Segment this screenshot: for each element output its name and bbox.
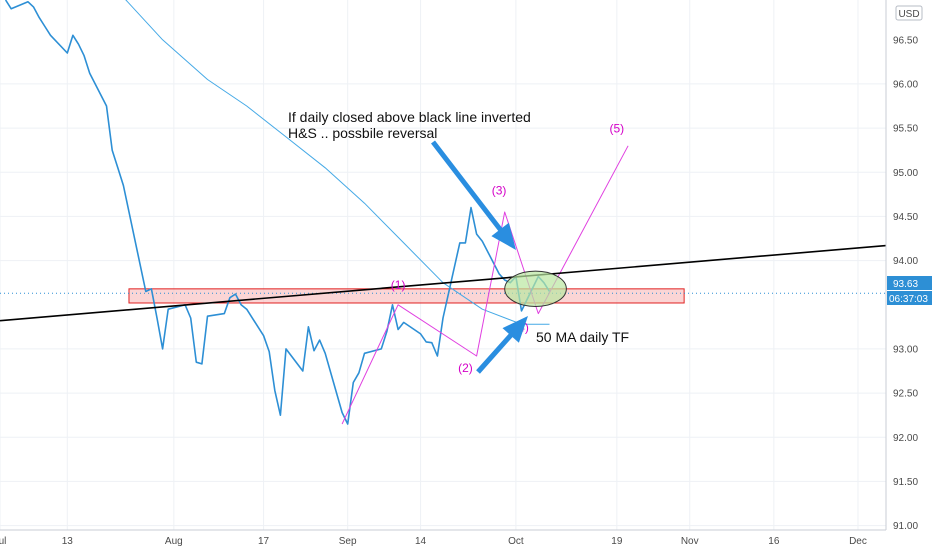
price-tag-label: 93.63	[893, 279, 918, 290]
x-tick-label: Sep	[339, 536, 357, 547]
y-tick-label: 94.50	[893, 212, 918, 223]
wave-label: (2)	[458, 361, 473, 375]
reversal-note-line1: If daily closed above black line inverte…	[288, 109, 531, 125]
x-tick-label: Dec	[849, 536, 867, 547]
ma-note: 50 MA daily TF	[536, 329, 629, 345]
x-axis-ticks: Jul 13 Aug 17 Sep 14 Oct 19 Nov 16 Dec	[0, 536, 867, 547]
support-zone-layer	[0, 288, 886, 304]
y-tick-label: 94.00	[893, 256, 918, 267]
highlight-ellipse[interactable]	[504, 270, 567, 308]
wave-label: (3)	[492, 183, 507, 197]
reversal-note-line2: H&S .. possbile reversal	[288, 125, 437, 141]
elliott-wave-line[interactable]	[341, 145, 629, 425]
ma-arrow[interactable]	[476, 316, 528, 374]
x-tick-label: Aug	[165, 536, 183, 547]
y-tick-label: 92.00	[893, 433, 918, 444]
wave-label: (1)	[391, 278, 406, 292]
y-tick-label: 91.00	[893, 521, 918, 532]
x-tick-label: 17	[258, 536, 270, 547]
y-tick-label: 93.00	[893, 344, 918, 355]
ma-50-line[interactable]	[118, 0, 550, 325]
neckline-trendline[interactable]	[0, 244, 887, 322]
x-tick-label: 19	[611, 536, 623, 547]
y-axis-ticks: 96.00 95.50 95.00 94.50 94.00 93.00 92.50 92.00…	[893, 35, 918, 532]
grid-lines	[0, 0, 886, 530]
x-tick-label: Oct	[508, 536, 524, 547]
price-tag: 93.63	[887, 276, 932, 290]
time-tag: 06:37:03	[887, 291, 932, 305]
annotation-layer: If daily closed above black line inverte…	[288, 109, 629, 375]
time-axis-panel[interactable]	[0, 530, 932, 550]
x-tick-label: 16	[768, 536, 780, 547]
support-zone[interactable]	[128, 288, 685, 304]
x-tick-label: 13	[62, 536, 74, 547]
price-line[interactable]	[4, 0, 551, 425]
x-tick-label: 14	[415, 536, 427, 547]
currency-badge-label: USD	[898, 9, 919, 20]
time-tag-label: 06:37:03	[889, 294, 928, 305]
x-tick-label: Jul	[0, 536, 6, 547]
wave-label: (5)	[609, 122, 624, 136]
currency-badge[interactable]: USD	[895, 5, 923, 21]
y-tick-label: 91.50	[893, 477, 918, 488]
y-tick-label: 92.50	[893, 389, 918, 400]
y-tick-label: 96.50	[893, 35, 918, 46]
x-tick-label: Nov	[681, 536, 699, 547]
reversal-arrow[interactable]	[431, 140, 516, 251]
price-axis-panel[interactable]	[886, 0, 932, 530]
y-tick-label: 95.50	[893, 124, 918, 135]
y-tick-label: 95.00	[893, 168, 918, 179]
y-tick-label: 96.00	[893, 79, 918, 90]
series-layer	[0, 0, 887, 425]
